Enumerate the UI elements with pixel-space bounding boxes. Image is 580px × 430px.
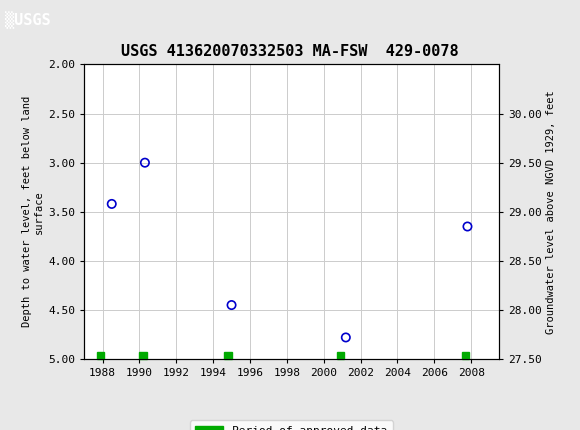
Point: [140, 159, 150, 166]
Point: [463, 223, 472, 230]
Bar: [336, 352, 344, 359]
Text: ▒USGS: ▒USGS: [5, 11, 50, 28]
Point: [341, 334, 350, 341]
Bar: [462, 352, 469, 359]
Bar: [139, 352, 147, 359]
Bar: [224, 352, 231, 359]
Text: USGS 413620070332503 MA-FSW  429-0078: USGS 413620070332503 MA-FSW 429-0078: [121, 44, 459, 59]
Y-axis label: Depth to water level, feet below land
surface: Depth to water level, feet below land su…: [22, 96, 44, 327]
Bar: [97, 352, 104, 359]
Y-axis label: Groundwater level above NGVD 1929, feet: Groundwater level above NGVD 1929, feet: [546, 90, 556, 334]
Point: [107, 200, 117, 207]
Point: [227, 301, 236, 308]
Legend: Period of approved data: Period of approved data: [190, 420, 393, 430]
